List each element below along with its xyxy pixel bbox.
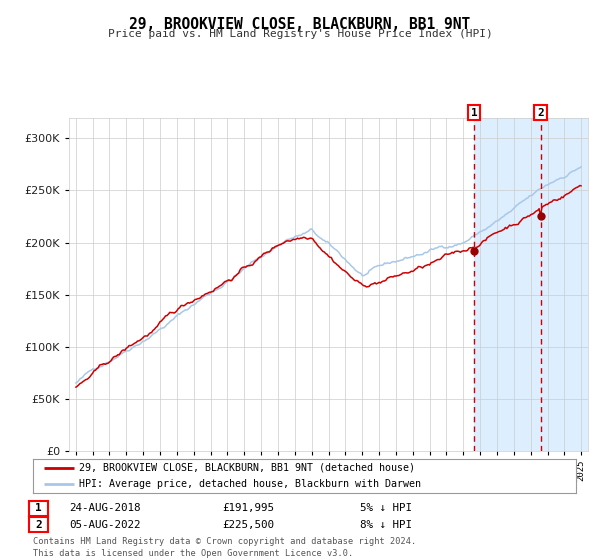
Text: 05-AUG-2022: 05-AUG-2022 (69, 520, 140, 530)
Text: 1: 1 (35, 503, 42, 514)
Text: Contains HM Land Registry data © Crown copyright and database right 2024.
This d: Contains HM Land Registry data © Crown c… (33, 537, 416, 558)
Text: 29, BROOKVIEW CLOSE, BLACKBURN, BB1 9NT: 29, BROOKVIEW CLOSE, BLACKBURN, BB1 9NT (130, 17, 470, 32)
Text: Price paid vs. HM Land Registry's House Price Index (HPI): Price paid vs. HM Land Registry's House … (107, 29, 493, 39)
Text: 2: 2 (537, 108, 544, 118)
Text: £225,500: £225,500 (222, 520, 274, 530)
Text: 5% ↓ HPI: 5% ↓ HPI (360, 503, 412, 514)
Text: HPI: Average price, detached house, Blackburn with Darwen: HPI: Average price, detached house, Blac… (79, 479, 421, 489)
Bar (474, 118, 590, 451)
Text: 2: 2 (35, 520, 42, 530)
Text: 29, BROOKVIEW CLOSE, BLACKBURN, BB1 9NT (detached house): 29, BROOKVIEW CLOSE, BLACKBURN, BB1 9NT … (79, 463, 415, 473)
Text: 24-AUG-2018: 24-AUG-2018 (69, 503, 140, 514)
Text: £191,995: £191,995 (222, 503, 274, 514)
Text: 1: 1 (471, 108, 478, 118)
Text: 8% ↓ HPI: 8% ↓ HPI (360, 520, 412, 530)
